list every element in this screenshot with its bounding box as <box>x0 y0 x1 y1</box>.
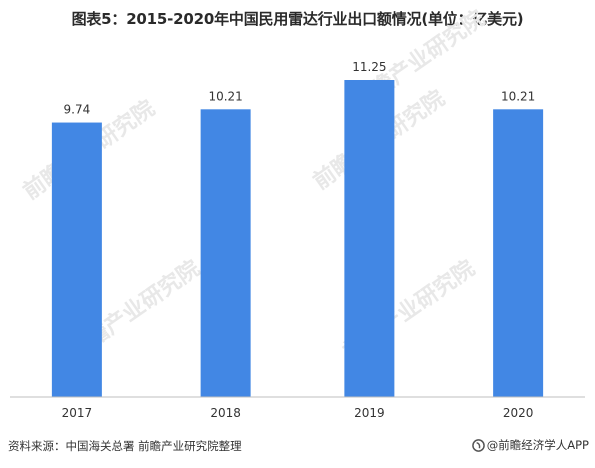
credit: @前瞻经济学人APP <box>471 437 589 453</box>
data-label: 10.21 <box>501 89 535 103</box>
brand-logo-icon <box>471 438 485 452</box>
data-label: 11.25 <box>352 60 386 74</box>
credit-text: @前瞻经济学人APP <box>486 438 589 452</box>
x-tick-label: 2020 <box>503 406 534 420</box>
data-label: 10.21 <box>208 89 242 103</box>
source-note: 资料来源：中国海关总署 前瞻产业研究院整理 <box>8 439 242 453</box>
bar <box>51 122 102 397</box>
x-tick-label: 2017 <box>62 406 93 420</box>
bar <box>344 80 395 397</box>
x-tick-label: 2019 <box>354 406 385 420</box>
bar <box>200 109 251 398</box>
bar <box>493 109 544 398</box>
x-tick-label: 2018 <box>210 406 241 420</box>
data-label: 9.74 <box>64 103 91 117</box>
chart-title: 图表5：2015-2020年中国民用雷达行业出口额情况(单位：亿美元) <box>71 10 524 28</box>
